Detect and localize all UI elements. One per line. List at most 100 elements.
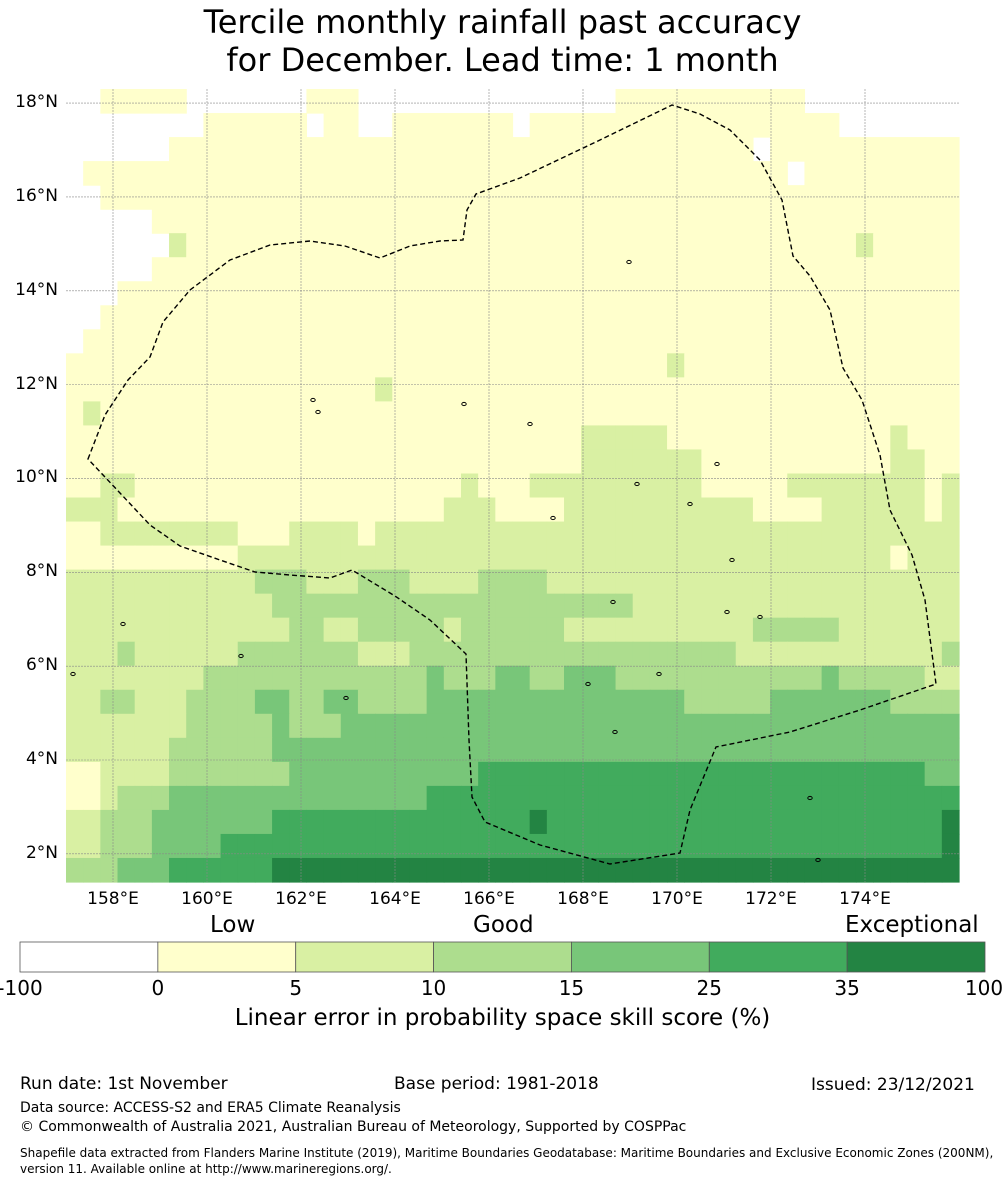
grid-cell <box>134 593 153 619</box>
grid-cell <box>117 809 136 835</box>
grid-cell <box>426 473 445 499</box>
grid-cell <box>340 617 359 643</box>
grid-cell <box>684 761 702 787</box>
grid-cell <box>787 857 806 883</box>
grid-cell <box>546 161 565 186</box>
grid-cell <box>787 281 806 306</box>
grid-cell <box>443 329 462 354</box>
grid-cell <box>701 329 720 354</box>
grid-cell <box>237 305 256 330</box>
run-date: Run date: 1st November <box>20 1074 228 1094</box>
grid-cell <box>735 137 754 162</box>
grid-cell <box>151 569 170 595</box>
grid-cell <box>289 593 308 619</box>
grid-cell <box>151 521 170 547</box>
grid-cell <box>237 785 256 811</box>
grid-cell <box>409 857 428 883</box>
grid-cell <box>512 257 531 282</box>
grid-cell <box>512 833 531 859</box>
grid-cell <box>117 761 136 787</box>
grid-cell <box>649 737 668 763</box>
grid-cell <box>718 281 737 306</box>
grid-cell <box>203 185 222 210</box>
grid-cell <box>151 857 170 883</box>
grid-cell <box>581 353 599 378</box>
grid-cell <box>495 113 514 138</box>
grid-cell <box>323 377 342 402</box>
grid-cell <box>615 185 634 210</box>
grid-cell <box>426 545 445 571</box>
grid-cell <box>340 353 359 378</box>
grid-cell <box>735 593 754 619</box>
grid-cell <box>770 593 788 619</box>
grid-cell <box>804 233 823 258</box>
grid-cell <box>873 401 891 427</box>
grid-cell <box>718 689 737 715</box>
grid-cell <box>718 425 737 451</box>
longitude-label: 166°E <box>463 889 515 909</box>
grid-cell <box>890 329 909 354</box>
grid-cell <box>770 425 788 451</box>
grid-cell <box>787 401 806 427</box>
grid-cell <box>838 545 857 571</box>
grid-cell <box>615 665 634 691</box>
colorbar-tick-label: 35 <box>834 976 860 1000</box>
grid-cell <box>340 281 359 306</box>
grid-cell <box>495 425 514 451</box>
grid-cell <box>169 809 187 835</box>
grid-cell <box>186 377 204 402</box>
grid-cell <box>581 497 599 523</box>
grid-cell <box>220 305 239 330</box>
grid-cell <box>615 305 634 330</box>
grid-cell <box>357 257 376 282</box>
grid-cell <box>529 593 548 619</box>
grid-cell <box>392 377 411 402</box>
grid-cell <box>375 281 393 306</box>
grid-cell <box>306 353 325 378</box>
grid-cell <box>495 377 514 402</box>
grid-cell <box>735 569 754 595</box>
grid-cell <box>924 473 943 499</box>
grid-cell <box>66 689 84 715</box>
grid-cell <box>735 713 754 739</box>
grid-cell <box>151 185 170 210</box>
grid-cell <box>306 617 325 643</box>
grid-cell <box>306 809 325 835</box>
grid-cell <box>735 329 754 354</box>
grid-cell <box>890 353 909 378</box>
grid-cell <box>804 593 823 619</box>
grid-cell <box>941 713 960 739</box>
grid-cell <box>890 185 909 210</box>
grid-cell <box>340 689 359 715</box>
grid-cell <box>907 857 926 883</box>
grid-cell <box>787 713 806 739</box>
grid-cell <box>323 665 342 691</box>
grid-cell <box>272 593 290 619</box>
grid-cell <box>220 689 239 715</box>
grid-cell <box>615 545 634 571</box>
grid-cell <box>375 401 393 427</box>
grid-cell <box>873 593 891 619</box>
grid-cell <box>169 497 187 523</box>
grid-cell <box>272 257 290 282</box>
grid-cell <box>632 857 651 883</box>
grid-cell <box>237 545 256 571</box>
grid-cell <box>667 281 685 306</box>
grid-cell <box>134 497 153 523</box>
grid-cell <box>66 713 84 739</box>
latitude-label: 8°N <box>25 561 58 582</box>
grid-cell <box>83 665 101 691</box>
grid-cell <box>718 497 737 523</box>
grid-cell <box>684 641 702 667</box>
colorbar-segment <box>157 941 297 973</box>
grid-cell <box>701 209 720 234</box>
grid-cell <box>512 473 531 499</box>
grid-cell <box>117 617 136 643</box>
grid-cell <box>924 353 943 378</box>
grid-cell <box>564 497 582 523</box>
grid-cell <box>512 377 531 402</box>
grid-cell <box>83 569 101 595</box>
longitude-label: 168°E <box>557 889 609 909</box>
grid-cell <box>649 257 668 282</box>
grid-cell <box>787 737 806 763</box>
